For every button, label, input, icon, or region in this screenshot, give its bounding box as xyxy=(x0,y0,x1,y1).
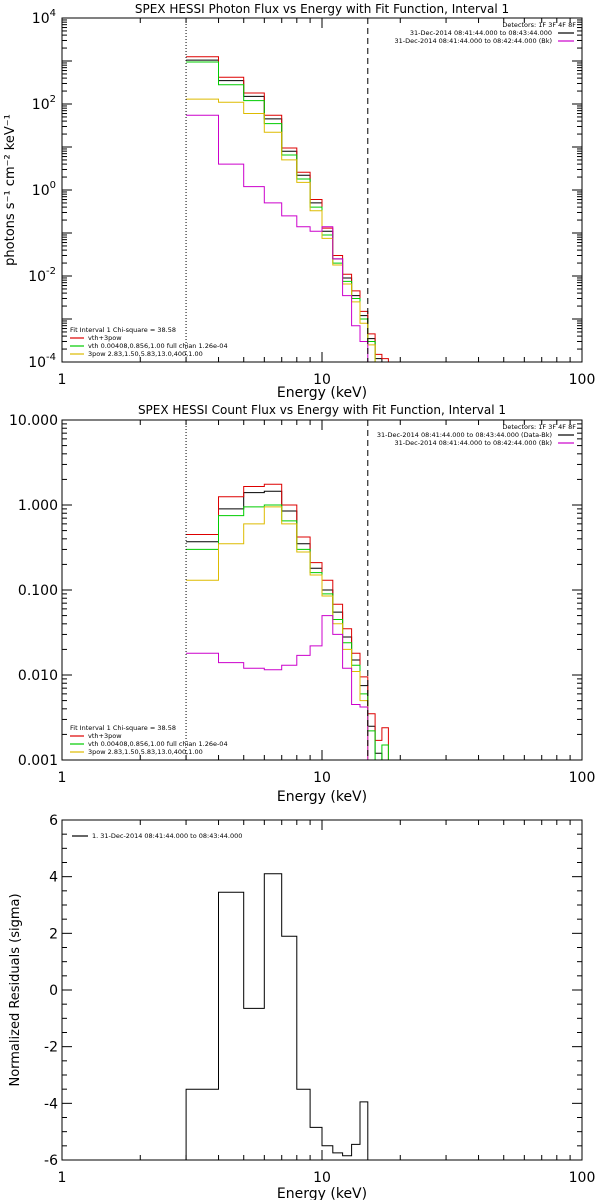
x-tick-label: 1 xyxy=(58,1170,67,1186)
y-tick-label: 1.000 xyxy=(18,498,58,514)
y-tick-label-exponent: -4 xyxy=(46,352,56,363)
legend-header: Fit Interval 1 Chi-square = 38.58 xyxy=(70,326,176,334)
x-tick-label: 10 xyxy=(313,770,331,786)
x-tick-label: 10 xyxy=(313,372,331,388)
series-line-2 xyxy=(186,504,389,761)
y-tick-label-base: 10 xyxy=(32,11,50,27)
series-line-1 xyxy=(186,56,389,362)
legend-entry-text: vth+3pow xyxy=(88,732,122,740)
legend-entry-text: 3pow 2.83,1.50,5.83,13.0,400,1.00 xyxy=(88,748,203,756)
series-line-3 xyxy=(186,98,376,362)
y-tick-label-exponent: 2 xyxy=(50,94,56,105)
legend-bottom: Fit Interval 1 Chi-square = 38.58vth+3po… xyxy=(70,326,228,358)
series-line-0 xyxy=(186,59,383,362)
x-axis-label: Energy (keV) xyxy=(277,385,367,401)
x-tick-label: 1 xyxy=(58,372,67,388)
y-tick-label: -6 xyxy=(44,1153,58,1169)
legend-entry-text: vth+3pow xyxy=(88,334,122,342)
y-tick-label: 10-2 xyxy=(28,266,56,285)
y-axis-label: photons s⁻¹ cm⁻² keV⁻¹ xyxy=(3,114,18,266)
y-tick-label: 0.010 xyxy=(18,668,58,684)
x-tick-label: 1 xyxy=(58,770,67,786)
y-tick-label: 0 xyxy=(49,983,58,999)
y-tick-label-exponent: -2 xyxy=(46,266,56,277)
y-tick-label-base: 10 xyxy=(32,97,50,113)
legend-header: Detectors: 1F 3F 4F 8F xyxy=(502,21,576,29)
series-line-4 xyxy=(186,615,369,760)
y-tick-label: 10.000 xyxy=(9,413,58,429)
x-ticks xyxy=(61,18,571,362)
legend-header: Fit Interval 1 Chi-square = 38.58 xyxy=(70,724,176,732)
x-tick-label: 10 xyxy=(313,1170,331,1186)
plot-frame xyxy=(61,819,583,1161)
legend-entry-text: 31-Dec-2014 08:41:44.000 to 08:43:44.000 xyxy=(410,29,552,37)
y-ticks xyxy=(62,17,582,363)
x-axis-label: Energy (keV) xyxy=(277,1186,367,1200)
x-tick-label: 100 xyxy=(569,1170,596,1186)
legend-entry-text: vth 0.00408,0.856,1.00 full chian 1.26e-… xyxy=(88,740,228,748)
legend-entry-text: 1. 31-Dec-2014 08:41:44.000 to 08:43:44.… xyxy=(92,832,242,840)
y-tick-label: -2 xyxy=(44,1040,58,1056)
y-tick-label-base: 10 xyxy=(28,269,46,285)
x-tick-label: 100 xyxy=(569,372,596,388)
x-ticks xyxy=(61,420,571,760)
legend-entry-text: 31-Dec-2014 08:41:44.000 to 08:43:44.000… xyxy=(377,431,552,439)
chart-title: SPEX HESSI Photon Flux vs Energy with Fi… xyxy=(135,2,509,16)
y-tick-label: 0.100 xyxy=(18,583,58,599)
legend-header: Detectors: 1F 3F 4F 8F xyxy=(502,423,576,431)
count-flux-panel: 1 10 100 0.001 0.010 0.100 1.000 10.000 SPEX HES… xyxy=(9,403,595,805)
y-tick-label: 2 xyxy=(49,926,58,942)
series-line-0 xyxy=(186,490,383,760)
x-axis-label: Energy (keV) xyxy=(277,789,367,805)
legend-top: 1. 31-Dec-2014 08:41:44.000 to 08:43:44.… xyxy=(72,832,242,840)
series-group xyxy=(185,873,369,1160)
y-tick-label: 10-4 xyxy=(28,352,56,371)
series-group xyxy=(186,56,389,363)
y-tick-label-base: 10 xyxy=(32,183,50,199)
series-line-4 xyxy=(186,114,369,362)
chart-title: SPEX HESSI Count Flux vs Energy with Fit… xyxy=(138,403,506,417)
legend-entry-text: 3pow 2.83,1.50,5.83,13.0,400,1.00 xyxy=(88,350,203,358)
x-ticks xyxy=(61,820,571,1160)
y-tick-label-exponent: 0 xyxy=(50,180,56,191)
y-ticks xyxy=(62,419,582,761)
y-ticks xyxy=(62,819,582,1161)
series-line-1 xyxy=(186,483,389,760)
legend-bottom: Fit Interval 1 Chi-square = 38.58vth+3po… xyxy=(70,724,228,756)
y-tick-label: 6 xyxy=(49,813,58,829)
x-tick-label: 100 xyxy=(569,770,596,786)
y-axis-label: Normalized Residuals (sigma) xyxy=(8,893,23,1086)
series-line-3 xyxy=(186,506,369,760)
y-tick-label: 104 xyxy=(32,8,56,27)
y-tick-label-base: 10 xyxy=(28,355,46,371)
series-line-0 xyxy=(185,873,369,1160)
series-group xyxy=(186,483,389,761)
y-tick-label: 4 xyxy=(49,870,58,886)
series-line-2 xyxy=(186,61,389,363)
y-tick-label: -4 xyxy=(44,1096,58,1112)
legend-entry-text: vth 0.00408,0.856,1.00 full chian 1.26e-… xyxy=(88,342,228,350)
legend-entry-text: 31-Dec-2014 08:41:44.000 to 08:42:44.000… xyxy=(395,37,553,45)
y-tick-label: 0.001 xyxy=(18,753,58,769)
legend-entry-text: 31-Dec-2014 08:41:44.000 to 08:42:44.000… xyxy=(395,439,553,447)
plot-frame xyxy=(61,17,583,363)
y-tick-label: 100 xyxy=(32,180,56,199)
y-tick-label: 102 xyxy=(32,94,56,113)
y-tick-label-exponent: 4 xyxy=(50,8,56,19)
residuals-panel: 1 10 100 -6 -4 -2 0 2 4 6 Energy (keV) Normalized R… xyxy=(8,813,595,1200)
